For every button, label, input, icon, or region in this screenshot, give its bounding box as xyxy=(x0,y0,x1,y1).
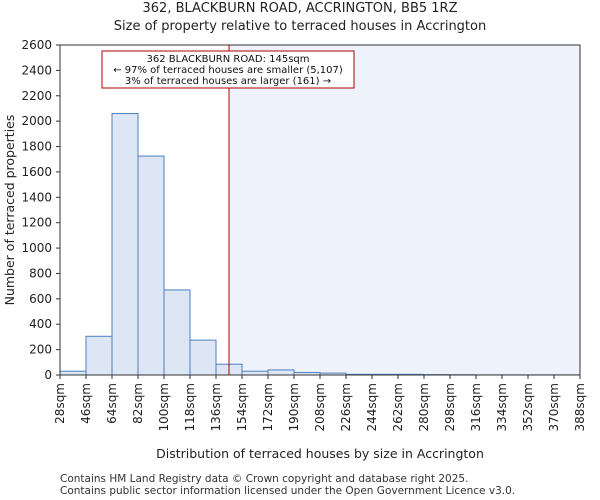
y-axis-label: Number of terraced properties xyxy=(2,115,17,306)
y-tick-label: 1000 xyxy=(21,241,52,255)
y-tick-label: 1200 xyxy=(21,216,52,230)
annotation-box: 362 BLACKBURN ROAD: 145sqm ← 97% of terr… xyxy=(101,50,355,89)
bar-100sqm xyxy=(163,289,191,376)
y-tick-label: 800 xyxy=(29,266,52,280)
bars-group xyxy=(59,113,581,376)
x-tick-label: 352sqm xyxy=(521,383,535,431)
bar-64sqm xyxy=(111,113,139,376)
x-tick-label: 154sqm xyxy=(235,383,249,431)
x-tick-label: 388sqm xyxy=(573,383,587,431)
x-tick-label: 262sqm xyxy=(391,383,405,431)
bar-154sqm xyxy=(241,370,269,376)
y-tick-label: 2400 xyxy=(21,63,52,77)
highlight-region xyxy=(229,45,580,375)
y-tick-label: 0 xyxy=(44,368,52,382)
x-tick-label: 226sqm xyxy=(339,383,353,431)
x-tick-label: 334sqm xyxy=(495,383,509,431)
x-tick-label: 370sqm xyxy=(547,383,561,431)
annotation-line-2: ← 97% of terraced houses are smaller (5,… xyxy=(113,65,343,76)
y-tick-label: 1600 xyxy=(21,165,52,179)
y-tick-label: 2200 xyxy=(21,89,52,103)
x-tick-label: 28sqm xyxy=(53,383,67,424)
y-tick-label: 1800 xyxy=(21,140,52,154)
y-tick-label: 2000 xyxy=(21,114,52,128)
bar-46sqm xyxy=(85,335,113,376)
chart-title: 362, BLACKBURN ROAD, ACCRINGTON, BB5 1RZ xyxy=(142,1,458,16)
x-tick-label: 208sqm xyxy=(313,383,327,431)
chart-subtitle: Size of property relative to terraced ho… xyxy=(113,19,487,34)
annotation-line-1: 362 BLACKBURN ROAD: 145sqm xyxy=(146,54,309,65)
footer-line-2: Contains public sector information licen… xyxy=(60,485,516,497)
y-axis-ticks: 0 200 400 600 800 1000 1200 1400 1600 1800 2000 220… xyxy=(21,38,60,382)
y-tick-label: 1400 xyxy=(21,190,52,204)
x-tick-label: 118sqm xyxy=(183,383,197,431)
annotation-line-3: 3% of terraced houses are larger (161) → xyxy=(125,76,331,87)
x-tick-label: 280sqm xyxy=(417,383,431,431)
x-tick-label: 46sqm xyxy=(79,383,93,424)
histogram-chart: 0 200 400 600 800 1000 1200 1400 1600 1800 2000 220… xyxy=(2,38,587,461)
x-tick-label: 172sqm xyxy=(261,383,275,431)
y-tick-label: 2600 xyxy=(21,38,52,52)
x-axis-label: Distribution of terraced houses by size … xyxy=(156,446,484,461)
x-tick-label: 82sqm xyxy=(131,383,145,424)
x-tick-label: 190sqm xyxy=(287,383,301,431)
bar-82sqm xyxy=(137,155,165,376)
bar-172sqm xyxy=(267,369,295,376)
y-tick-label: 200 xyxy=(29,343,52,357)
x-tick-label: 316sqm xyxy=(469,383,483,431)
x-tick-label: 244sqm xyxy=(365,383,379,431)
footer-line-1: Contains HM Land Registry data © Crown c… xyxy=(60,473,469,485)
x-tick-label: 64sqm xyxy=(105,383,119,424)
x-tick-label: 100sqm xyxy=(157,383,171,431)
bar-28sqm xyxy=(59,370,87,376)
bar-118sqm xyxy=(189,339,217,376)
y-tick-label: 400 xyxy=(29,317,52,331)
x-axis-ticks: 28sqm 46sqm 64sqm 82sqm 100sqm 118sqm 136sqm 15… xyxy=(53,375,587,431)
x-tick-label: 298sqm xyxy=(443,383,457,431)
y-tick-label: 600 xyxy=(29,292,52,306)
x-tick-label: 136sqm xyxy=(209,383,223,431)
